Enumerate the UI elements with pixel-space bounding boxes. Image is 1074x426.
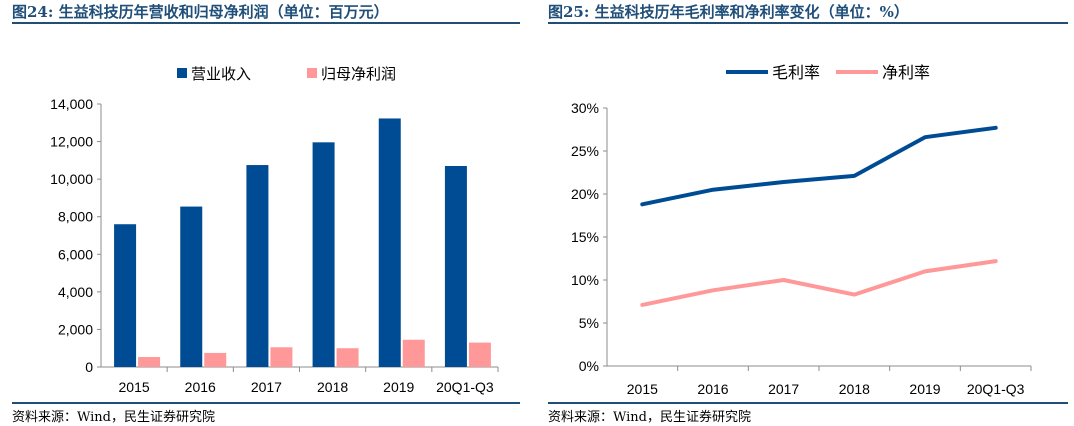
y-tick-label: 15% — [571, 229, 599, 245]
line-series — [640, 125, 998, 307]
axes — [603, 107, 1032, 371]
x-tick-label: 2018 — [317, 379, 348, 395]
bar-series — [114, 118, 491, 367]
revenue-bar — [444, 165, 467, 367]
x-tick-label: 2017 — [251, 379, 282, 395]
x-axis-tick-labels: 2015 2016 2017 2018 2019 20Q1-Q3 — [119, 379, 494, 395]
y-tick-label: 6,000 — [58, 246, 93, 262]
y-tick-label: 5% — [579, 315, 599, 331]
legend-label: 归母净利润 — [321, 66, 396, 83]
y-tick-label: 10% — [571, 272, 599, 288]
title-rule — [548, 22, 1068, 24]
gross-margin-line — [640, 125, 998, 207]
net-profit-bar — [336, 348, 359, 367]
source-note: 资料来源：Wind，民生证券研究院 — [12, 410, 215, 425]
y-tick-label: 30% — [571, 100, 599, 116]
footer-rule — [548, 402, 1068, 404]
x-tick-label: 2016 — [697, 381, 728, 397]
revenue-profit-panel: 图24: 生益科技历年营收和归母净利润（单位：百万元） 营业收入 归母净利润 0 2… — [0, 0, 520, 426]
axes — [97, 103, 499, 372]
x-tick-label: 2019 — [909, 381, 940, 397]
net-profit-bar — [468, 342, 491, 367]
legend-label: 净利率 — [882, 64, 930, 82]
legend-swatch — [177, 68, 187, 78]
source-note: 资料来源：Wind，民生证券研究院 — [548, 410, 751, 425]
y-tick-label: 12,000 — [50, 134, 93, 150]
y-tick-label: 2,000 — [58, 321, 93, 337]
y-axis-tick-labels: 0% 5% 10% 15% 20% 25% 30% — [571, 100, 599, 374]
net-profit-bar — [270, 347, 293, 367]
x-tick-label: 2018 — [839, 381, 870, 397]
x-axis-tick-labels: 2015 2016 2017 2018 2019 20Q1-Q3 — [627, 381, 1025, 397]
y-tick-label: 8,000 — [58, 209, 93, 225]
net-margin-line — [640, 259, 998, 307]
net-profit-bar — [204, 352, 227, 367]
x-tick-label: 2017 — [768, 381, 799, 397]
title-rule — [12, 22, 520, 24]
y-axis-tick-labels: 0 2,000 4,000 6,000 8,000 10,000 12,000 14,000 — [50, 96, 93, 375]
y-tick-label: 10,000 — [50, 171, 93, 187]
revenue-bar — [312, 142, 335, 367]
chart-legend: 营业收入 归母净利润 — [177, 66, 396, 83]
net-profit-bar — [138, 357, 161, 367]
y-tick-label: 4,000 — [58, 284, 93, 300]
x-tick-label: 20Q1-Q3 — [436, 379, 494, 395]
figure-title: 图24: 生益科技历年营收和归母净利润（单位：百万元） — [12, 3, 389, 21]
margin-panel: 图25: 生益科技历年毛利率和净利率变化（单位：%） 毛利率 净利率 0% 5% 10… — [536, 0, 1074, 426]
y-tick-label: 20% — [571, 186, 599, 202]
revenue-profit-bar-chart: 营业收入 归母净利润 0 2,000 4,000 6,000 8,000 10,000 12,… — [50, 66, 499, 395]
figure-title: 图25: 生益科技历年毛利率和净利率变化（单位：%） — [548, 3, 909, 21]
revenue-bar — [180, 206, 203, 367]
revenue-bar — [114, 224, 137, 367]
x-tick-label: 2016 — [185, 379, 216, 395]
legend-swatch — [307, 68, 317, 78]
x-tick-label: 2015 — [119, 379, 150, 395]
x-tick-label: 2015 — [627, 381, 658, 397]
x-tick-label: 2019 — [383, 379, 414, 395]
legend-label: 营业收入 — [191, 66, 251, 83]
chart-legend: 毛利率 净利率 — [726, 64, 930, 82]
legend-label: 毛利率 — [772, 64, 820, 82]
y-tick-label: 0 — [85, 359, 93, 375]
footer-rule — [12, 402, 520, 404]
y-tick-label: 0% — [579, 358, 599, 374]
y-tick-label: 25% — [571, 143, 599, 159]
margin-line-chart: 毛利率 净利率 0%5%10%15%20%25%30% 2015 2016 2017 2… — [571, 64, 1032, 397]
revenue-bar — [246, 165, 269, 367]
net-profit-bar — [402, 339, 425, 367]
y-tick-label: 14,000 — [50, 96, 93, 112]
revenue-bar — [378, 118, 401, 367]
x-tick-label: 20Q1-Q3 — [967, 381, 1025, 397]
